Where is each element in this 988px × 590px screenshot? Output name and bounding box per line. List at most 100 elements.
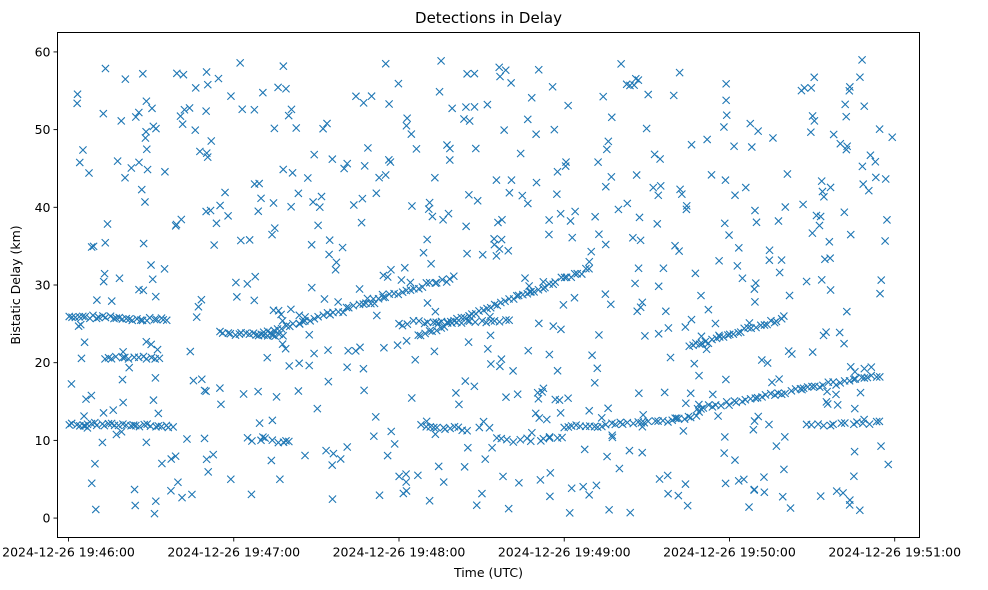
scattered-detections-point	[695, 371, 704, 380]
scattered-detections-point	[295, 311, 304, 320]
scattered-detections-point	[832, 487, 841, 496]
scattered-detections-point	[568, 233, 577, 242]
scattered-detections-point	[846, 362, 855, 371]
scattered-detections-point	[492, 176, 501, 185]
scattered-detections-point	[178, 493, 187, 502]
scattered-detections-point	[385, 100, 394, 108]
scattered-detections-point	[734, 243, 743, 252]
scattered-detections-point	[461, 103, 470, 112]
scattered-detections-point	[495, 244, 504, 253]
scattered-detections-point	[287, 202, 296, 211]
scattered-detections-point	[855, 506, 864, 515]
scattered-detections-point	[179, 70, 188, 79]
scattered-detections-point	[531, 409, 540, 418]
scattered-detections-point	[171, 452, 180, 461]
track-4-point	[339, 308, 348, 317]
track-1-point	[145, 313, 154, 322]
scattered-detections-point	[661, 307, 670, 316]
scattered-detections-point	[763, 359, 772, 368]
scattered-detections-point	[437, 56, 446, 65]
scattered-detections-point	[875, 125, 884, 134]
scattered-detections-point	[173, 478, 182, 487]
track-3-point	[104, 353, 113, 362]
track-1-point	[101, 313, 110, 322]
x-tick-label: 2024-12-26 19:49:00	[498, 545, 631, 560]
scattered-detections-point	[497, 215, 506, 224]
scattered-detections-point	[91, 505, 100, 514]
scattered-detections-point	[564, 101, 573, 110]
scattered-detections-point	[78, 146, 87, 154]
track-12-point	[875, 417, 884, 426]
scattered-detections-point	[765, 256, 774, 265]
scattered-detections-point	[277, 310, 286, 319]
scattered-detections-point	[448, 104, 457, 113]
scattered-detections-point	[806, 128, 815, 137]
track-14-point	[247, 436, 256, 445]
scattered-detections-point	[134, 108, 143, 117]
track-9-point	[495, 317, 504, 326]
track-2-point	[154, 421, 163, 430]
track-1-point	[68, 313, 77, 322]
scattered-detections-point	[697, 291, 705, 300]
track-7-point	[836, 378, 845, 387]
scattered-detections-point	[483, 344, 492, 353]
scattered-detections-point	[148, 104, 157, 113]
track-2-point	[65, 420, 74, 429]
scattered-detections-point	[292, 123, 301, 132]
scattered-detections-point	[313, 404, 322, 413]
track-6-point	[629, 419, 638, 428]
scattered-detections-point	[607, 113, 616, 122]
x-tick-label: 2024-12-26 19:50:00	[663, 545, 796, 560]
scattered-detections-point	[553, 366, 562, 375]
scattered-detections-point	[571, 207, 580, 216]
scattered-detections-point	[301, 451, 310, 460]
track-8-point	[772, 317, 781, 326]
scattered-detections-point	[151, 497, 160, 506]
scattered-detections-point	[319, 124, 328, 133]
scattered-detections-point	[486, 331, 495, 340]
scattered-detections-point	[419, 248, 428, 257]
scattered-detections-point	[817, 275, 826, 284]
x-tick-label: 2024-12-26 19:47:00	[167, 545, 300, 560]
scattered-detections-point	[202, 387, 211, 396]
scattered-detections-point	[305, 330, 314, 339]
track-8-point	[719, 333, 728, 342]
track-6-point	[597, 422, 606, 431]
track-7-point	[766, 389, 775, 398]
scattered-detections-point	[860, 364, 869, 373]
scattered-detections-point	[142, 438, 151, 447]
scattered-detections-point	[682, 205, 691, 214]
scattered-detections-point	[564, 394, 573, 403]
scattered-detections-point	[502, 393, 510, 402]
scattered-detections-point	[750, 486, 759, 495]
track-6-point	[680, 415, 689, 424]
scattered-detections-point	[187, 490, 196, 499]
axis-ticks: 2024-12-26 19:46:00 2024-12-26 19:47:00 20…	[2, 44, 961, 559]
scattered-detections-point	[379, 343, 388, 352]
scattered-detections-point	[808, 111, 817, 120]
track-4-point	[288, 319, 297, 328]
scattered-detections-point	[471, 144, 480, 153]
scattered-detections-point	[490, 234, 499, 243]
track-8-point	[708, 335, 716, 344]
scattered-detections-point	[754, 127, 763, 136]
scattered-detections-point	[411, 355, 420, 364]
scattered-detections-point	[846, 230, 855, 239]
scattered-detections-point	[842, 112, 851, 121]
scattered-detections-point	[166, 486, 175, 495]
track-2-point	[104, 419, 113, 428]
scattered-detections-point	[599, 92, 608, 101]
scattered-detections-point	[604, 137, 613, 146]
scattered-detections-point	[127, 164, 136, 172]
scattered-detections-point	[559, 300, 568, 309]
scattered-detections-point	[191, 126, 200, 135]
scattered-detections-point	[601, 182, 610, 191]
scattered-detections-point	[82, 395, 91, 404]
scattered-detections-point	[407, 394, 416, 402]
scattered-detections-point	[787, 350, 796, 359]
scattered-detections-point	[139, 239, 148, 248]
scattered-detections-point	[226, 92, 235, 101]
scattered-detections-point	[549, 322, 558, 331]
scattered-detections-point	[210, 241, 219, 250]
